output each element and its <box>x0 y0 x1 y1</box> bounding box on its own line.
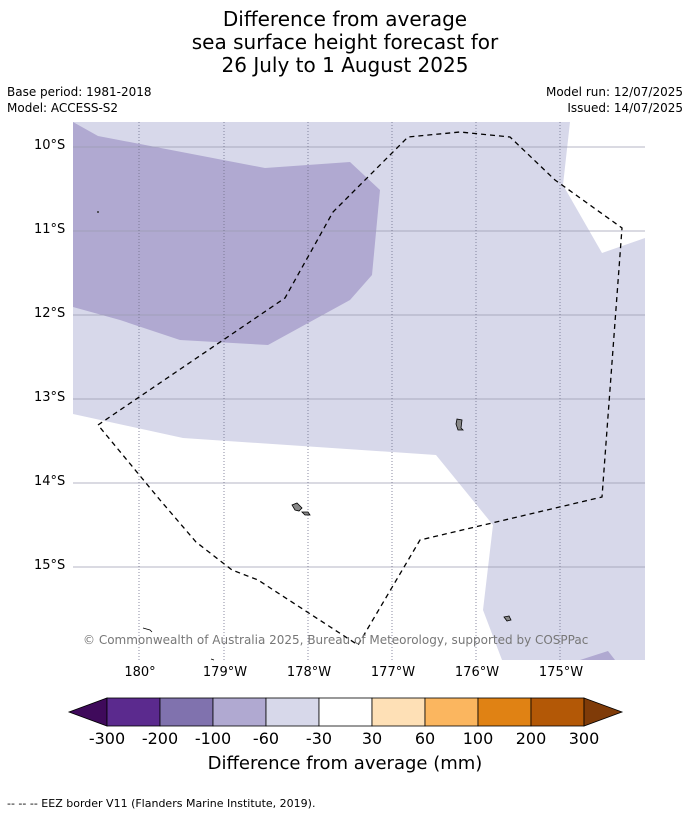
region-medium-negative-small <box>580 651 615 660</box>
base-period: Base period: 1981-2018 <box>7 85 152 99</box>
colorbar-tick: -100 <box>194 729 232 748</box>
lat-label-10s: 10°S <box>34 138 66 153</box>
lat-label-13s: 13°S <box>34 390 66 405</box>
island-southeast <box>503 615 512 622</box>
colorbar-tick: -200 <box>141 729 179 748</box>
colorbar-tick: 200 <box>515 729 547 748</box>
colorbar-bin-3 <box>212 697 267 727</box>
lon-label-178w: 178°W <box>286 665 332 680</box>
lat-label-14s: 14°S <box>34 474 66 489</box>
colorbar-tick: -30 <box>305 729 333 748</box>
eez-border <box>97 131 623 646</box>
title-line-1: Difference from average <box>222 7 468 31</box>
lat-label-15s: 15°S <box>34 558 66 573</box>
colorbar-extend-low <box>67 697 108 727</box>
colorbar-bin-9 <box>530 697 585 727</box>
islet-southwest <box>142 627 153 633</box>
island-west <box>291 502 303 512</box>
lon-label-177w: 177°W <box>370 665 416 680</box>
meta-left: Base period: 1981-2018 Model: ACCESS-S2 <box>7 84 152 116</box>
title-line-2: sea surface height forecast for <box>191 30 499 54</box>
colorbar-tick: -60 <box>252 729 280 748</box>
colorbar-tick: 100 <box>462 729 494 748</box>
lon-label-180: 180° <box>124 665 156 680</box>
colorbar-title: Difference from average (mm) <box>207 753 483 774</box>
eez-legend-note: -- -- -- EEZ border V11 (Flanders Marine… <box>7 797 316 810</box>
colorbar-bin-7 <box>424 697 479 727</box>
copyright-notice: © Commonwealth of Australia 2025, Bureau… <box>83 633 589 647</box>
lat-label-11s: 11°S <box>34 222 66 237</box>
colorbar-tick: -300 <box>88 729 126 748</box>
model-run: Model run: 12/07/2025 <box>545 85 683 99</box>
lon-label-175w: 175°W <box>538 665 584 680</box>
chart-title: Difference from average sea surface heig… <box>0 8 690 77</box>
island-east <box>455 418 464 431</box>
colorbar-bin-5 <box>318 697 373 727</box>
lat-label-12s: 12°S <box>34 306 66 321</box>
title-line-3: 26 July to 1 August 2025 <box>221 53 469 77</box>
region-medium-negative <box>73 122 380 345</box>
islet-bottom <box>210 658 215 661</box>
meta-right: Model run: 12/07/2025 Issued: 14/07/2025 <box>546 84 683 116</box>
colorbar-bin-8 <box>477 697 532 727</box>
colorbar-bin-2 <box>159 697 214 727</box>
colorbar-tick: 60 <box>414 729 436 748</box>
colorbar-tick: 30 <box>361 729 383 748</box>
model-name: Model: ACCESS-S2 <box>7 101 119 115</box>
islet-west <box>301 511 311 516</box>
lon-label-176w: 176°W <box>454 665 500 680</box>
colorbar-tick: 300 <box>568 729 600 748</box>
colorbar <box>67 697 624 727</box>
issued-date: Issued: 14/07/2025 <box>567 101 683 115</box>
colorbar-bin-6 <box>371 697 426 727</box>
islet-northwest <box>97 211 99 213</box>
colorbar-bin-4 <box>265 697 320 727</box>
lon-label-179w: 179°W <box>202 665 248 680</box>
lat-gridlines <box>73 146 645 568</box>
colorbar-bin-1 <box>106 697 161 727</box>
colorbar-extend-high <box>583 697 624 727</box>
